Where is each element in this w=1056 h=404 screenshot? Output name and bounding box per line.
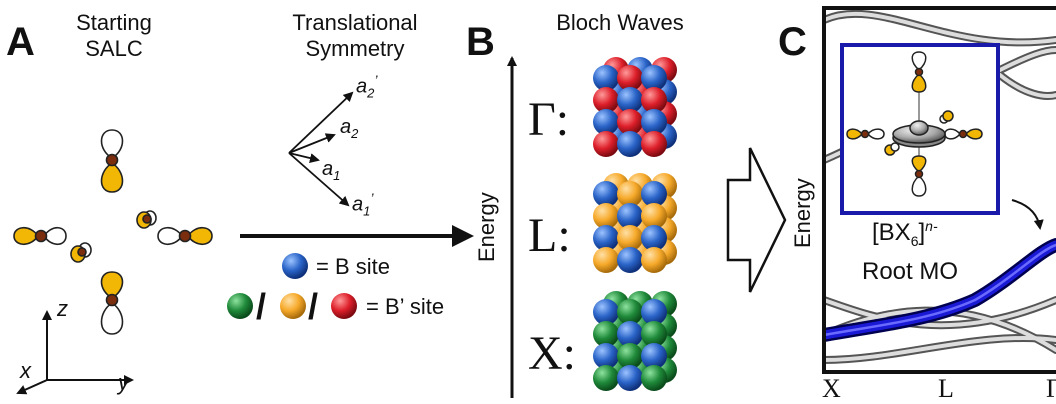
bottom-orbital-icon [100,271,124,335]
salc-title-line2: SALC [85,36,143,61]
sphere [593,343,619,369]
legend-slash-2: / [308,286,319,327]
sphere [641,65,667,91]
axis-x-label: x [20,358,31,383]
bprime-green-sphere [227,293,253,319]
sphere [641,225,667,251]
legend-slash-1: / [256,286,267,327]
sphere [593,65,619,91]
sphere [593,247,619,273]
sphere [617,87,643,113]
sphere [641,203,667,229]
translational-title: Translational Symmetry [270,10,440,62]
translational-title-line1: Translational [292,10,418,35]
translational-title-line2: Symmetry [305,36,405,61]
legend-bprime-site: = B’ site [366,294,445,319]
panel-label-a: A [6,20,35,64]
kpoint-x: X [822,374,841,403]
panel-label-c: C [778,20,807,64]
sphere [593,181,619,207]
vector-label-a1-prime: a1’ [352,190,374,219]
sphere [641,181,667,207]
sphere [617,299,643,325]
sphere [593,131,619,157]
sphere [641,343,667,369]
mo-formula: [BX6]n- [872,218,938,249]
mo-orbital-icon [846,51,983,197]
sphere [617,365,643,391]
b-site-sphere [282,253,308,279]
sphere [617,181,643,207]
sphere [641,365,667,391]
lattice-vectors [288,91,354,207]
salc-title: Starting SALC [54,10,174,62]
sphere [641,321,667,347]
row-label-x: X: [528,327,576,380]
row-label-gamma: Γ: [528,93,570,146]
energy-label-c: Energy [790,178,815,248]
sphere [641,247,667,273]
bprime-orange-sphere [280,293,306,319]
vector-label-a1: a1 [322,158,341,183]
sphere [641,299,667,325]
panel-label-b: B [466,20,495,64]
sphere [641,131,667,157]
bprime-red-sphere [331,293,357,319]
salc-title-line1: Starting [76,10,152,35]
l-cluster [593,173,677,273]
sphere [617,203,643,229]
gamma-cluster [593,57,677,157]
left-orbital-icon [13,226,67,246]
kpoint-l: L [938,374,954,403]
sphere [593,299,619,325]
right-orbital-icon [157,226,213,246]
top-orbital-icon [100,129,124,193]
sphere [617,247,643,273]
energy-label-b: Energy [474,192,499,262]
sphere [641,109,667,135]
vector-label-a2-prime: a2’ [356,72,378,101]
sphere [617,65,643,91]
kpoint-gamma: Γ [1046,374,1056,403]
vector-label-a2: a2 [340,116,359,141]
sphere [593,225,619,251]
curved-arrow [1011,199,1044,230]
sphere [593,365,619,391]
sphere [617,225,643,251]
sphere [593,203,619,229]
sphere [593,109,619,135]
front-orbital-icon [136,210,157,229]
bloch-title: Bloch Waves [556,10,684,35]
axis-z-label: z [57,296,68,321]
sphere [641,87,667,113]
xyz-axes [16,310,134,395]
axis-y-label: y [118,370,129,395]
row-label-l: L: [528,209,571,262]
sphere [617,131,643,157]
sphere [617,109,643,135]
sphere [617,343,643,369]
x-cluster [593,291,677,391]
back-orbital-icon [70,242,92,263]
salc-orbitals [13,129,213,335]
root-mo-label: Root MO [862,258,959,285]
sphere [593,321,619,347]
legend-b-site: = B site [316,254,390,279]
hollow-arrow-icon [726,147,787,293]
sphere [617,321,643,347]
sphere [593,87,619,113]
band-frame [822,6,1056,374]
